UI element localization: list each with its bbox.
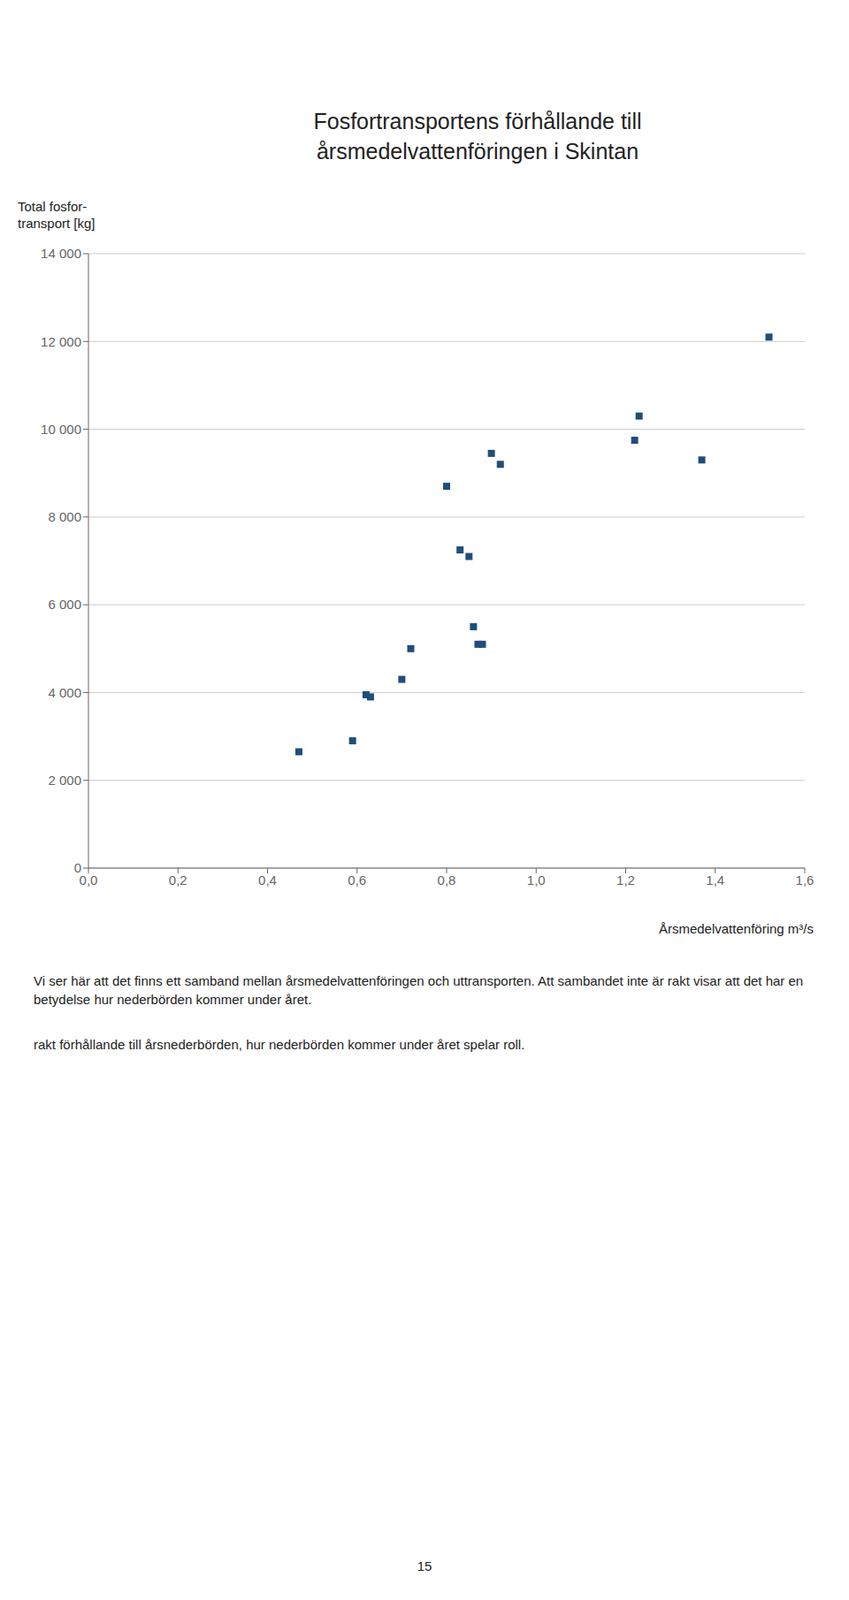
html-text:Total fosfor-: Total fosfor- xyxy=(17,198,88,215)
svg-text:12 000: 12 000 xyxy=(40,334,82,350)
html-text:årsmedelvattenföringen i Skint: årsmedelvattenföringen i Skintan xyxy=(316,138,639,164)
html-text:rakt förhållande till årsneder: rakt förhållande till årsnederbörden, hu… xyxy=(33,1037,525,1053)
svg-text:0,6: 0,6 xyxy=(347,872,367,888)
svg-text:0,2: 0,2 xyxy=(168,872,188,888)
svg-text:6 000: 6 000 xyxy=(47,596,82,612)
svg-text:1,4: 1,4 xyxy=(705,872,725,888)
svg-text:0,8: 0,8 xyxy=(437,872,457,888)
svg-text:8 000: 8 000 xyxy=(47,509,82,525)
svg-text:2 000: 2 000 xyxy=(47,772,82,788)
svg-text:14 000: 14 000 xyxy=(40,245,82,261)
svg-text:0,4: 0,4 xyxy=(258,872,277,888)
svg-text:0,0: 0,0 xyxy=(79,872,99,888)
svg-text:1,0: 1,0 xyxy=(527,872,546,888)
html-text:15: 15 xyxy=(417,1559,432,1575)
svg-text:1,2: 1,2 xyxy=(616,872,635,888)
svg-text:0: 0 xyxy=(74,860,82,876)
svg-text:1,6: 1,6 xyxy=(795,872,815,888)
svg-text:4 000: 4 000 xyxy=(47,685,82,701)
html-text:transport [kg]: transport [kg] xyxy=(17,215,96,231)
html-text:Årsmedelvattenföring m³/s: Årsmedelvattenföring m³/s xyxy=(658,921,814,937)
html-text:Vi ser här att det finns ett s: Vi ser här att det finns ett samband mel… xyxy=(33,973,804,1008)
html-text:Fosfortransportens förhållande: Fosfortransportens förhållande till xyxy=(313,108,642,134)
svg-text:10 000: 10 000 xyxy=(40,421,82,437)
